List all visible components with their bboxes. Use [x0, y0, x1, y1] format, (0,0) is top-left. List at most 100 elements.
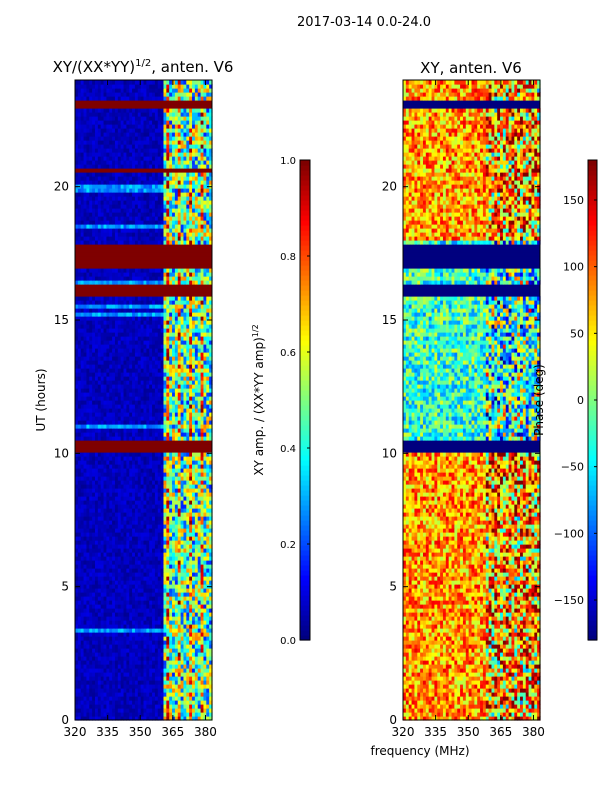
heat-cell: [192, 596, 196, 601]
heat-cell: [106, 708, 110, 713]
heat-cell: [134, 636, 139, 641]
heat-cell: [86, 664, 90, 669]
heat-cell: [174, 664, 179, 669]
heat-cell: [103, 668, 107, 673]
heat-cell: [166, 640, 170, 645]
heat-cell: [206, 604, 210, 609]
heat-cell: [103, 620, 107, 625]
heat-cell: [200, 692, 205, 697]
heat-cell: [97, 568, 102, 573]
heat-cell: [197, 672, 202, 677]
heat-cell: [106, 604, 110, 609]
heat-cell: [123, 620, 127, 625]
heat-cell: [200, 716, 205, 721]
heat-cell: [97, 660, 102, 665]
heat-cell: [129, 596, 133, 601]
heat-cell: [97, 644, 102, 649]
heat-cell: [189, 648, 193, 653]
heat-cell: [97, 596, 102, 601]
heat-cell: [143, 712, 147, 717]
heat-cell: [97, 676, 102, 681]
heat-cell: [166, 628, 170, 633]
heat-cell: [160, 652, 165, 657]
heat-cell: [166, 620, 170, 625]
heat-cell: [166, 592, 170, 597]
heat-cell: [194, 572, 199, 577]
heat-cell: [134, 696, 139, 701]
heat-cell: [146, 636, 150, 641]
heat-cell: [114, 652, 119, 657]
heat-cell: [123, 664, 127, 669]
heat-cell: [163, 708, 167, 713]
heat-cell: [192, 704, 196, 709]
heat-cell: [77, 680, 82, 685]
heat-cell: [132, 580, 136, 585]
heat-cell: [129, 652, 133, 657]
heat-cell: [97, 700, 102, 705]
heat-cell: [149, 596, 153, 601]
heat-cell: [172, 608, 176, 613]
heat-cell: [174, 596, 179, 601]
heat-cell: [166, 624, 170, 629]
heat-cell: [149, 672, 153, 677]
heat-cell: [80, 656, 85, 661]
heat-cell: [209, 680, 213, 685]
heat-cell: [86, 580, 90, 585]
heat-cell: [75, 716, 79, 721]
heat-cell: [134, 564, 139, 569]
heat-cell: [112, 640, 116, 645]
heat-cell: [146, 692, 150, 697]
heat-cell: [97, 632, 102, 637]
heat-cell: [183, 716, 187, 721]
heat-cell: [132, 600, 136, 605]
heat-cell: [103, 600, 107, 605]
heat-cell: [200, 584, 205, 589]
heat-cell: [120, 568, 125, 573]
heat-cell: [163, 588, 167, 593]
heat-cell: [192, 712, 196, 717]
heat-cell: [203, 568, 207, 573]
heat-cell: [209, 668, 213, 673]
heat-cell: [209, 616, 213, 621]
heat-cell: [146, 676, 150, 681]
heat-cell: [197, 684, 202, 689]
heat-cell: [194, 632, 199, 637]
heat-cell: [103, 564, 107, 569]
heat-cell: [86, 636, 90, 641]
heat-cell: [132, 716, 136, 721]
heat-cell: [123, 616, 127, 621]
heat-cell: [112, 700, 116, 705]
heat-cell: [129, 716, 133, 721]
heat-cell: [126, 580, 130, 585]
heat-cell: [203, 596, 207, 601]
heat-cell: [200, 592, 205, 597]
heat-cell: [132, 660, 136, 665]
heat-cell: [123, 592, 127, 597]
heat-cell: [189, 712, 193, 717]
heat-cell: [92, 652, 96, 657]
heat-cell: [86, 708, 90, 713]
heat-cell: [194, 660, 199, 665]
heat-cell: [149, 660, 153, 665]
heat-cell: [177, 652, 182, 657]
heat-cell: [123, 672, 127, 677]
heat-cell: [106, 588, 110, 593]
heat-cell: [112, 636, 116, 641]
heat-cell: [177, 660, 182, 665]
heat-cell: [103, 612, 107, 617]
heat-cell: [163, 684, 167, 689]
heat-cell: [189, 584, 193, 589]
heat-cell: [120, 648, 125, 653]
heat-cell: [189, 624, 193, 629]
heat-cell: [114, 664, 119, 669]
heat-cell: [163, 700, 167, 705]
heat-cell: [194, 564, 199, 569]
heat-cell: [137, 688, 142, 693]
heat-cell: [203, 696, 207, 701]
heat-cell: [117, 636, 122, 641]
heat-cell: [146, 600, 150, 605]
heat-cell: [126, 632, 130, 637]
heat-cell: [77, 576, 82, 581]
heat-cell: [80, 580, 85, 585]
heat-cell: [154, 692, 159, 697]
